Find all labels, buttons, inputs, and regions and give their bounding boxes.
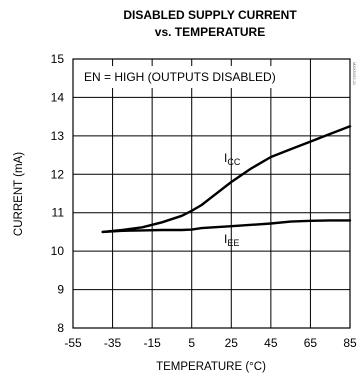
grid (73, 59, 350, 328)
y-tick-label: 15 (51, 52, 65, 66)
y-tick-label: 8 (57, 321, 64, 335)
series-line-iee (101, 219, 352, 234)
x-tick-labels: -55 -35 -15 5 25 45 65 85 (64, 336, 357, 350)
x-axis-label: TEMPERATURE (°C) (156, 361, 266, 373)
x-tick-label: 65 (304, 336, 318, 350)
x-tick-label: 5 (188, 336, 195, 350)
plot-frame (72, 58, 351, 329)
y-tick-label: 10 (51, 244, 65, 258)
series-label-icc: ICC (224, 151, 241, 167)
y-tick-label: 13 (51, 129, 65, 143)
annotation-text: EN = HIGH (OUTPUTS DISABLED) (84, 70, 276, 84)
x-tick-label: -55 (64, 336, 82, 350)
annotation-box (78, 66, 303, 88)
x-tick-label: -35 (104, 336, 122, 350)
series-label-iee: IEE (224, 232, 239, 248)
y-tick-label: 11 (52, 206, 65, 220)
x-tick-label: 45 (264, 336, 278, 350)
y-tick-label: 12 (51, 167, 65, 181)
y-tick-labels: 8 9 10 11 12 13 14 15 (51, 52, 65, 335)
x-tick-label: 25 (225, 336, 239, 350)
x-tick-label: -15 (143, 336, 161, 350)
x-tick-label: 85 (343, 336, 357, 350)
chart-subtitle: vs. TEMPERATURE (155, 25, 265, 39)
y-tick-label: 14 (51, 90, 65, 104)
side-text: MAX9152-11 (352, 62, 357, 86)
chart-title: DISABLED SUPPLY CURRENT (123, 8, 297, 22)
series-line-icc (101, 125, 352, 234)
series-lines (101, 125, 352, 234)
y-tick-label: 9 (57, 283, 64, 297)
y-axis-label: CURRENT (mA) (13, 152, 25, 236)
